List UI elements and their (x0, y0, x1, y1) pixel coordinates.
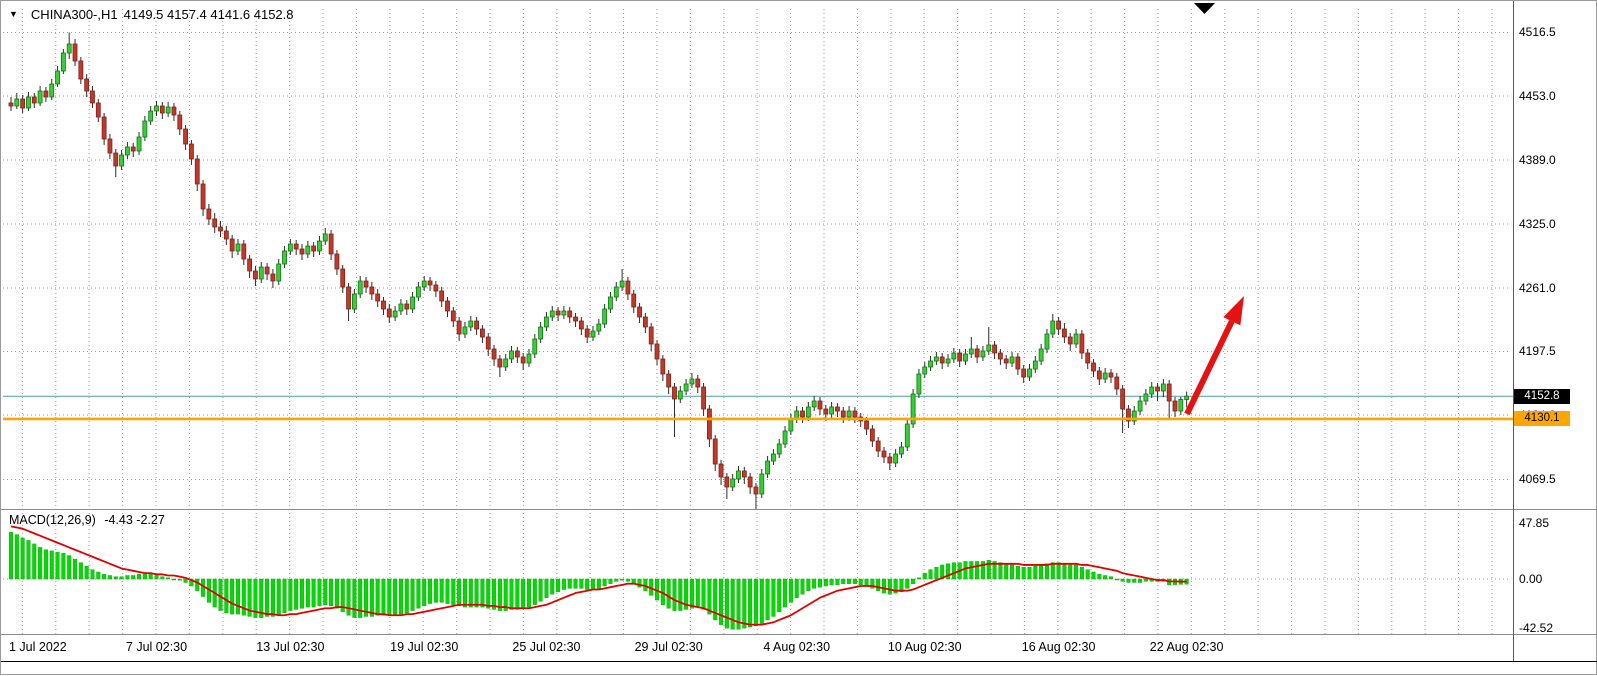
time-axis-label: 13 Jul 02:30 (256, 640, 325, 654)
time-axis-label: 10 Aug 02:30 (887, 640, 962, 654)
time-axis-label: 22 Aug 02:30 (1149, 640, 1224, 654)
time-axis-label: 16 Aug 02:30 (1021, 640, 1096, 654)
price-tick-label: 4516.5 (1519, 25, 1556, 39)
time-axis-label: 1 Jul 2022 (9, 640, 67, 654)
chart-shift-marker-icon[interactable] (1194, 3, 1215, 14)
price-tick-label: 4261.0 (1519, 280, 1556, 295)
current-price-badge: 4152.8 (1514, 388, 1570, 404)
price-tick-label: 4389.0 (1519, 152, 1556, 167)
time-axis-label: 7 Jul 02:30 (125, 640, 188, 654)
macd-indicator-label: MACD(12,26,9) -4.43 -2.27 (9, 513, 165, 527)
macd-values: -4.43 -2.27 (104, 513, 165, 527)
symbol-dropdown-icon[interactable]: ▼ (9, 9, 18, 19)
macd-tick-label: -42.52 (1519, 621, 1554, 636)
symbol-name: CHINA300-,H1 (30, 7, 118, 22)
symbol-ohlc: 4149.5 4157.4 4141.6 4152.8 (123, 7, 294, 22)
trend-arrow-annotation[interactable] (1223, 296, 1244, 326)
price-tick-label: 4069.5 (1519, 472, 1556, 486)
price-tick-label: 4453.0 (1519, 88, 1556, 103)
macd-name: MACD(12,26,9) (9, 513, 96, 527)
price-tick-label: 4197.5 (1519, 344, 1556, 358)
time-axis-label: 4 Aug 02:30 (763, 640, 831, 654)
time-axis-label: 29 Jul 02:30 (634, 640, 703, 654)
macd-tick-label: 0.00 (1519, 571, 1543, 586)
time-axis-label: 25 Jul 02:30 (512, 640, 581, 654)
macd-tick-label: 47.85 (1519, 515, 1550, 530)
hline-price-badge: 4130.1 (1514, 411, 1570, 427)
price-tick-label: 4325.0 (1519, 216, 1556, 231)
trend-arrow-annotation[interactable] (1184, 319, 1235, 416)
symbol-info: ▼ CHINA300-,H1 4149.5 4157.4 4141.6 4152… (9, 7, 294, 22)
time-axis-label: 19 Jul 02:30 (390, 640, 459, 654)
time-axis[interactable]: 1 Jul 2022 7 Jul 02:30 13 Jul 02:30 19 Jul … (1, 635, 1514, 661)
price-axis[interactable]: 4516.54453.04389.04325.04261.04197.54134… (1514, 1, 1597, 661)
